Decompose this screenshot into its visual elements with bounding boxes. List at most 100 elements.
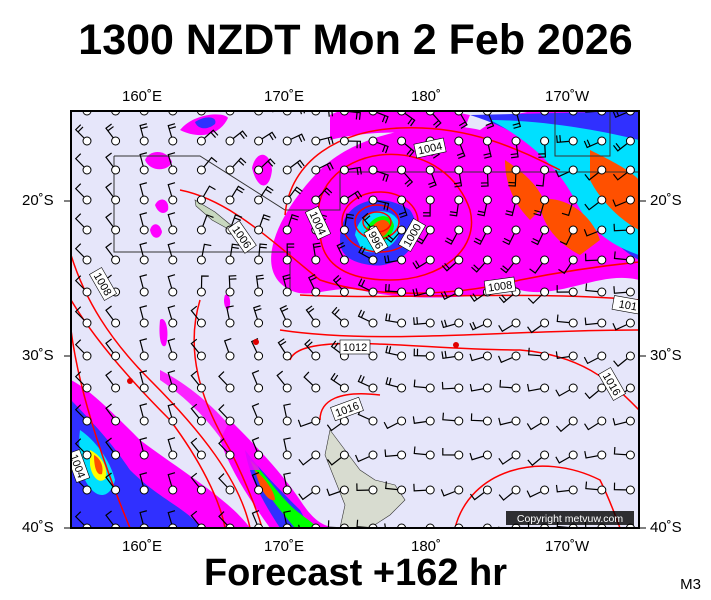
station-circle xyxy=(597,450,607,460)
station-circle xyxy=(511,383,521,393)
lon-label-bottom-170e: 170˚E xyxy=(264,538,305,555)
station-circle xyxy=(196,318,206,328)
station-circle xyxy=(397,351,407,361)
wind-barb xyxy=(585,283,602,293)
station-circle xyxy=(82,416,92,426)
isobar-label: 996 xyxy=(363,225,389,255)
wind-barb xyxy=(167,338,176,357)
wind-barb xyxy=(413,483,431,492)
wind-barb xyxy=(74,339,88,357)
station-circle xyxy=(368,165,378,175)
wind-barb xyxy=(74,306,88,324)
wind-barb xyxy=(283,510,291,528)
wind-barb xyxy=(556,314,574,324)
station-circle xyxy=(625,383,635,393)
station-circle xyxy=(254,318,264,328)
wind-barb xyxy=(74,243,88,261)
wind-barb xyxy=(612,111,631,119)
wind-barb xyxy=(105,403,117,422)
station-circle xyxy=(282,383,292,393)
station-circle xyxy=(282,255,292,265)
station-circle xyxy=(597,165,607,175)
wind-barb xyxy=(559,229,574,246)
wind-barb xyxy=(612,199,631,207)
wind-barb xyxy=(440,489,460,497)
station-circle xyxy=(225,318,235,328)
wind-barb xyxy=(315,111,334,117)
station-circle xyxy=(196,165,206,175)
wind-barb xyxy=(384,255,402,264)
wind-barb xyxy=(498,489,517,501)
wind-barb xyxy=(200,243,212,261)
lon-label-top-170w: 170˚W xyxy=(545,88,590,105)
wind-barb xyxy=(428,169,437,189)
station-circle xyxy=(540,255,550,265)
station-circle xyxy=(540,383,550,393)
station-circle xyxy=(168,318,178,328)
wind-barb xyxy=(200,129,219,142)
model-label: M3 xyxy=(680,576,701,593)
wind-barb xyxy=(283,437,291,456)
wind-barb xyxy=(441,350,459,360)
wind-barb xyxy=(612,169,631,181)
station-circle xyxy=(339,195,349,205)
lat-label-right-30s: 30˚S xyxy=(650,347,682,364)
station-circle xyxy=(368,351,378,361)
wind-barb xyxy=(105,123,117,142)
wind-barb xyxy=(499,379,517,389)
station-circle xyxy=(168,255,178,265)
wind-barb xyxy=(105,212,117,231)
wind-barb xyxy=(558,259,574,275)
station-circle xyxy=(339,485,349,495)
station-circle xyxy=(111,485,121,495)
wind-barb xyxy=(372,140,389,154)
wind-barb xyxy=(331,306,345,324)
wind-barb xyxy=(555,169,574,178)
wind-barb xyxy=(190,437,202,456)
station-circle xyxy=(111,416,121,426)
wind-barb xyxy=(428,527,431,528)
station-circle xyxy=(225,383,235,393)
station-circle xyxy=(425,255,435,265)
station-circle xyxy=(196,485,206,495)
wind-barb xyxy=(401,140,415,158)
wind-barb xyxy=(357,309,374,324)
wind-barb xyxy=(167,123,177,142)
station-circle xyxy=(454,136,464,146)
station-circle xyxy=(311,195,321,205)
station-circle xyxy=(568,136,578,146)
wind-barb xyxy=(105,152,117,171)
wind-barb xyxy=(584,169,603,181)
station-circle xyxy=(168,383,178,393)
station-circle xyxy=(339,225,349,235)
station-circle xyxy=(111,165,121,175)
station-circle xyxy=(482,318,492,328)
wind-barb xyxy=(444,229,460,245)
wind-barb xyxy=(139,274,148,293)
station-circle xyxy=(482,485,492,495)
station-circle xyxy=(282,225,292,235)
wind-barb xyxy=(383,420,402,430)
wind-barb xyxy=(167,152,176,171)
wind-barb xyxy=(469,321,488,331)
copyright-text: Copyright metvuw.com xyxy=(517,513,623,525)
wind-barb xyxy=(613,355,631,367)
station-circle xyxy=(597,485,607,495)
station-circle xyxy=(311,165,321,175)
wind-barb xyxy=(423,199,431,217)
svg-text:1008: 1008 xyxy=(487,279,513,294)
wind-barb xyxy=(613,140,631,152)
station-circle xyxy=(82,287,92,297)
station-circle xyxy=(254,485,264,495)
station-circle xyxy=(568,165,578,175)
isobar-label: 1004 xyxy=(71,449,91,483)
wind-barb xyxy=(229,214,243,231)
wind-barb xyxy=(255,274,264,293)
wind-barb xyxy=(458,111,468,129)
wind-barb xyxy=(143,111,145,112)
station-circle xyxy=(82,165,92,175)
wind-barb xyxy=(251,471,260,491)
lon-label-bottom-160e: 160˚E xyxy=(122,538,163,555)
station-circle xyxy=(139,351,149,361)
wind-barb xyxy=(326,420,345,432)
